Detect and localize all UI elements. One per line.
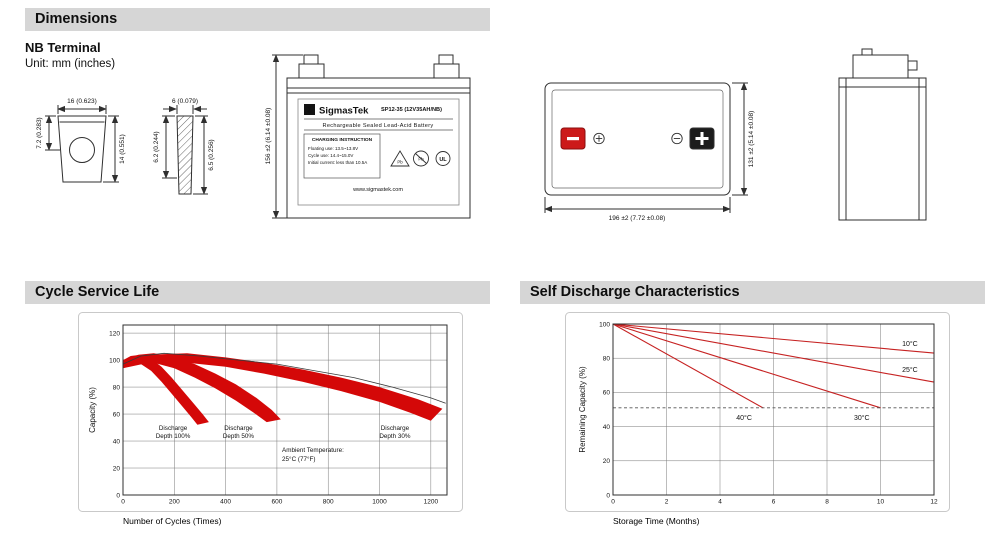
ul-mark-icon [435,151,451,166]
circle-plus-icon [593,132,605,145]
y-tick-label: 120 [109,330,120,337]
terminal-side-view [162,105,208,195]
charging-instruction-line1: Floating use: 13.5~13.8V [308,146,358,151]
x-tick-label: 1000 [372,499,387,506]
envelope-line [122,352,446,404]
pb-crossed-icon [413,150,429,167]
dim-top-view-depth: 131 ±2 (5.14 ±0.08) [748,111,755,168]
pb-recycle-icon-label: Pb [397,160,403,165]
y-tick-label: 60 [603,390,611,397]
battery-front-view [272,54,471,219]
y-tick-label: 20 [603,458,611,465]
series-label: 25°C [902,366,918,374]
website-text: www.sigmastek.com [352,187,403,193]
self-discharge-chart: 0 20 40 60 80 100 0 2 4 6 8 10 12 10°C 25°C 30°C 40°C Rem… [565,312,950,512]
y-tick-label: 100 [109,357,120,364]
x-tick-label: 4 [718,499,722,506]
terminal-type-title: NB Terminal [25,40,101,55]
brand-name: SigmasTek [319,106,369,117]
annotation: Ambient Temperature: [282,447,344,454]
y-tick-label: 100 [599,321,610,328]
series-label: 30°C [854,414,870,422]
model-number: SP12-35 (12V35AH/NB) [381,107,442,113]
band-label: Depth 30% [379,433,411,440]
x-tick-label: 10 [877,499,885,506]
plot-border [612,323,935,496]
series-label: 40°C [736,414,752,422]
dim-terminal-side-width: 6 (0.079) [172,98,198,105]
y-tick-label: 0 [606,492,610,499]
section-header-dimensions: Dimensions [25,8,490,31]
dim-terminal-front-upper-height: 7.2 (0.283) [36,117,43,148]
battery-label [297,98,460,206]
band-label: Discharge [381,425,410,432]
discharge-band [123,353,443,421]
band-label: Discharge [159,425,188,432]
y-tick-label: 40 [603,424,611,431]
x-tick-label: 2 [665,499,669,506]
unit-note: Unit: mm (inches) [25,58,116,70]
x-tick-label: 600 [271,499,282,506]
x-tick-label: 8 [825,499,829,506]
x-tick-label: 800 [323,499,334,506]
series-line [612,323,764,409]
ul-mark-label: UL [439,157,447,163]
dim-terminal-side-inner-height: 6.2 (0.244) [153,131,160,162]
dimension-drawings: 16 (0.623) 7.2 (0.283) 14 (0.551) 6 (0.0… [36,48,927,222]
chart-frame [565,312,950,512]
dim-terminal-front-height: 14 (0.551) [119,134,126,164]
y-axis-label: Remaining Capacity (%) [578,366,587,453]
band-label: Depth 50% [223,433,255,440]
x-tick-label: 0 [121,499,125,506]
band-label: Discharge [224,425,253,432]
minus-icon [567,137,579,141]
dim-terminal-front-width: 16 (0.623) [67,98,97,105]
charging-instruction-box [303,133,381,179]
dim-top-view-width: 196 ±2 (7.72 ±0.08) [609,215,666,222]
dim-terminal-side-height: 6.5 (0.256) [208,139,215,170]
cycle-chart-x-axis-label: Number of Cycles (Times) [123,516,222,526]
charging-instruction-line3: Initial current: less than 10.5A [308,160,367,165]
series-label: 10°C [902,340,918,348]
battery-type-line: Rechargeable Sealed Lead-Acid Battery [323,123,434,129]
charging-instruction-title: CHARGING INSTRUCTION [312,137,373,143]
x-tick-label: 200 [169,499,180,506]
annotation: 25°C (77°F) [282,455,315,463]
y-tick-label: 80 [113,384,121,391]
section-header-self-discharge: Self Discharge Characteristics [520,281,985,304]
self-chart-x-axis-label: Storage Time (Months) [613,516,700,526]
y-tick-label: 20 [113,465,121,472]
dim-front-view-height: 156 ±2 (6.14 ±0.08) [265,108,272,165]
pb-recycle-icon [390,150,410,167]
series-line [612,323,881,409]
series-line [612,323,935,354]
x-tick-label: 0 [611,499,615,506]
x-tick-label: 1200 [424,499,439,506]
y-tick-label: 0 [116,492,120,499]
plus-icon [695,132,709,145]
y-tick-label: 40 [113,438,121,445]
battery-top-view [544,82,748,213]
brand-logo-glyph: Σ [307,106,312,115]
y-tick-label: 80 [603,356,611,363]
x-tick-label: 6 [772,499,776,506]
plot-border [122,324,448,496]
pb-crossed-icon-label: Pb [418,157,424,162]
circle-minus-icon [671,132,683,145]
battery-side-view [838,48,927,221]
y-tick-label: 60 [113,411,121,418]
x-tick-label: 12 [930,499,938,506]
discharge-band [123,354,209,425]
y-axis-label: Capacity (%) [88,387,97,433]
brand-logo-icon [304,104,315,115]
charging-instruction-line2: Cycle use: 14.4~15.0V [308,153,353,158]
band-label: Depth 100% [156,433,191,440]
section-header-cycle-service-life: Cycle Service Life [25,281,490,304]
x-tick-label: 400 [220,499,231,506]
series-line [612,323,935,383]
terminal-front-view [45,105,119,183]
